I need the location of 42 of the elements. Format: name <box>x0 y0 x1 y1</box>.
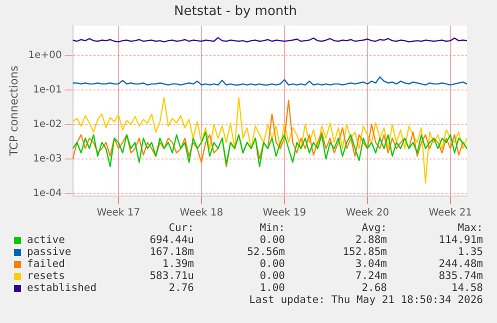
text: Cur: <box>168 222 194 234</box>
text: 2.88m <box>354 234 387 246</box>
text: 7.24m <box>354 270 387 282</box>
legend-label: established <box>27 282 97 294</box>
text: 14.58 <box>450 282 483 294</box>
text: 244.48m <box>438 258 483 270</box>
text: 583.71u <box>148 270 194 282</box>
text: Max: <box>456 222 483 234</box>
x-tick-label: Week 21 <box>428 208 472 219</box>
text: 114.91m <box>438 234 483 246</box>
text: Last update: Thu May 21 18:50:34 2026 <box>249 294 483 306</box>
y-axis-title: TCP connections <box>7 65 20 157</box>
text: Min: <box>258 222 285 234</box>
text: 1.39m <box>161 258 194 270</box>
x-tick-label: Week 18 <box>180 208 224 219</box>
y-tick-label: 1e+00 <box>28 50 62 62</box>
x-tick-label: Week 17 <box>96 208 140 219</box>
legend-label: active <box>27 234 65 246</box>
text: 0.00 <box>258 270 285 282</box>
text: 1.00 <box>258 282 285 294</box>
text: 2.68 <box>360 282 387 294</box>
text: 835.74m <box>438 270 483 282</box>
y-tick-label: 1e-04 <box>32 188 62 199</box>
text: 2.76 <box>168 282 194 294</box>
text: 0.00 <box>258 258 285 270</box>
text: 694.44u <box>148 234 194 246</box>
legend-label: passive <box>27 246 72 258</box>
text: 0.00 <box>258 234 285 246</box>
text: 167.18m <box>148 246 194 258</box>
text: Avg: <box>360 222 387 234</box>
text: 3.04m <box>354 258 387 270</box>
chart-title: Netstat - by month <box>174 4 297 20</box>
legend-label: failed <box>27 258 65 270</box>
legend-label: resets <box>27 270 65 282</box>
x-tick-label: Week 20 <box>346 208 390 219</box>
y-tick-label: 1e-01 <box>32 84 62 96</box>
y-tick-label: 1e-03 <box>32 154 62 165</box>
text: 152.85m <box>342 246 387 258</box>
x-tick-label: Week 19 <box>262 208 306 219</box>
text: 1.35 <box>456 246 483 258</box>
y-tick-label: 1e-02 <box>32 119 62 130</box>
text: 52.56m <box>246 246 285 258</box>
